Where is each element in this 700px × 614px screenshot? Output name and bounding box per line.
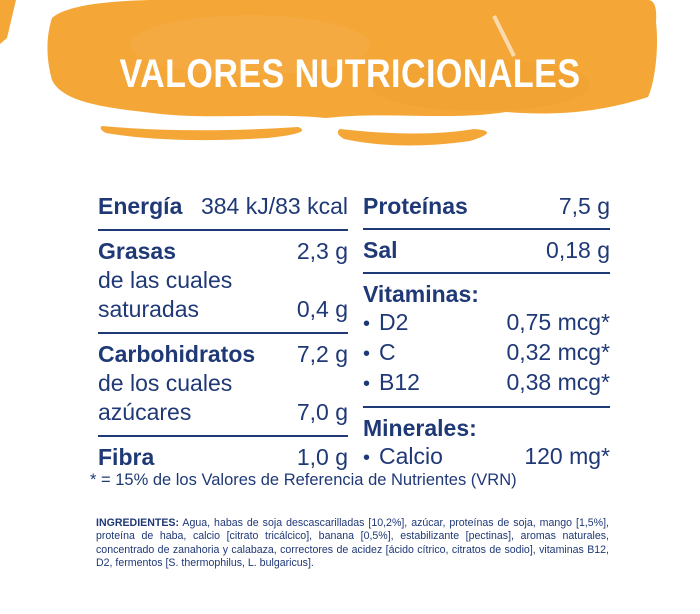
nutrient-row: Carbohidratos 7,2 g de los cuales azúcares 7… xyxy=(98,334,348,435)
nutrient-label: azúcares xyxy=(98,399,192,425)
bullet-icon: • xyxy=(363,373,371,395)
nutrient-line: Carbohidratos 7,2 g xyxy=(98,340,348,369)
nutrient-value: 0,75 mcg* xyxy=(506,309,610,335)
nutrient-value: 0,32 mcg* xyxy=(506,339,610,365)
nutrient-label: saturadas xyxy=(98,296,200,322)
nutrient-row: Grasas 2,3 g de las cuales saturadas 0,4 g xyxy=(98,231,348,332)
ingredients-text: Agua, habas de soja descascarilladas [10… xyxy=(96,517,609,570)
nutrient-label: • C xyxy=(363,338,396,368)
row-divider xyxy=(363,272,610,274)
nutrient-line: Vitaminas: xyxy=(363,280,610,308)
row-divider xyxy=(98,229,348,231)
nutrient-label: Sal xyxy=(363,237,398,263)
row-divider xyxy=(98,332,348,334)
nutrient-label: Minerales: xyxy=(363,415,477,441)
nutrient-line: Grasas 2,3 g xyxy=(98,237,348,266)
nutrient-row: Energía 384 kJ/83 kcal xyxy=(98,186,348,229)
nutrient-value: 2,3 g xyxy=(296,238,348,264)
ingredients-paragraph: INGREDIENTES: Agua, habas de soja descas… xyxy=(96,517,609,571)
nutrient-line: Energía 384 kJ/83 kcal xyxy=(98,192,348,221)
nutrient-label: • B12 xyxy=(363,368,420,398)
nutrient-value: 7,2 g xyxy=(296,341,348,367)
nutrition-column-left: Energía 384 kJ/83 kcal Grasas 2,3 g de las c… xyxy=(98,186,348,480)
nutrient-line: saturadas 0,4 g xyxy=(98,295,348,324)
nutrient-label: Fibra xyxy=(98,444,155,470)
nutrient-value: 384 kJ/83 kcal xyxy=(200,193,348,219)
bullet-icon: • xyxy=(363,343,371,365)
nutrient-row: Vitaminas: • D2 0,75 mcg* • C 0,32 mcg* • B12 0,3… xyxy=(363,274,610,406)
vrn-footnote: * = 15% de los Valores de Referencia de … xyxy=(90,471,517,489)
nutrient-label: Carbohidratos xyxy=(98,341,256,367)
nutrient-line: • B12 0,38 mcg* xyxy=(363,368,610,398)
nutrition-title: VALORES NUTRICIONALES xyxy=(119,51,581,96)
nutrient-label: Grasas xyxy=(98,238,177,264)
header-banner: VALORES NUTRICIONALES xyxy=(0,0,700,165)
nutrient-value: 0,38 mcg* xyxy=(506,369,610,395)
nutrient-label: Proteínas xyxy=(363,193,468,219)
nutrient-line: azúcares 7,0 g xyxy=(98,398,348,427)
nutrient-label: Vitaminas: xyxy=(363,281,479,307)
nutrient-value: 0,18 g xyxy=(546,237,610,263)
nutrient-line: Proteínas 7,5 g xyxy=(363,192,610,220)
nutrient-row: Fibra 1,0 g xyxy=(98,437,348,480)
nutrient-value: 7,0 g xyxy=(296,399,348,425)
brush-stroke-main xyxy=(47,0,658,118)
nutrient-line: • Calcio 120 mg* xyxy=(363,442,610,472)
nutrient-label: de los cuales xyxy=(98,370,233,396)
corner-brush-mark xyxy=(0,0,16,44)
nutrient-line: Fibra 1,0 g xyxy=(98,443,348,472)
nutrient-line: Minerales: xyxy=(363,414,610,442)
bullet-icon: • xyxy=(363,313,371,335)
nutrient-label: de las cuales xyxy=(98,267,233,293)
nutrient-line: Sal 0,18 g xyxy=(363,236,610,264)
nutrient-label: • D2 xyxy=(363,308,408,338)
nutrient-line: de las cuales xyxy=(98,266,348,295)
nutrient-line: • C 0,32 mcg* xyxy=(363,338,610,368)
nutrient-label: • Calcio xyxy=(363,442,443,472)
nutrient-row: Sal 0,18 g xyxy=(363,230,610,272)
nutrition-column-right: Proteínas 7,5 g Sal 0,18 g Vitaminas: • D2 0,75… xyxy=(363,186,610,480)
ingredients-heading: INGREDIENTES: xyxy=(96,517,179,529)
row-divider xyxy=(98,435,348,437)
nutrient-label: Energía xyxy=(98,193,183,219)
bullet-icon: • xyxy=(363,447,371,469)
brush-streak-right xyxy=(337,129,488,146)
brush-texture-slash xyxy=(492,15,516,57)
row-divider xyxy=(363,406,610,408)
brush-streak-left xyxy=(100,126,303,141)
nutrient-row: Proteínas 7,5 g xyxy=(363,186,610,228)
nutrient-value: 7,5 g xyxy=(558,193,610,219)
nutrient-line: de los cuales xyxy=(98,369,348,398)
nutrient-value: 120 mg* xyxy=(524,443,610,469)
row-divider xyxy=(363,228,610,230)
nutrient-row: Minerales: • Calcio 120 mg* xyxy=(363,408,610,480)
nutrient-value: 1,0 g xyxy=(296,444,348,470)
orange-brush-banner xyxy=(0,0,658,146)
nutrient-value: 0,4 g xyxy=(296,296,348,322)
nutrient-line: • D2 0,75 mcg* xyxy=(363,308,610,338)
